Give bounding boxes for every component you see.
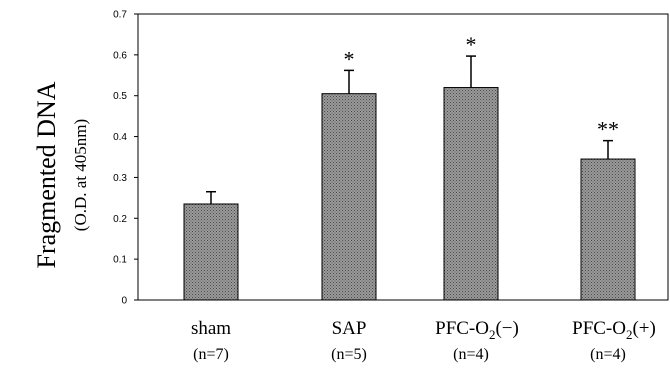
plot-area bbox=[137, 13, 669, 301]
y-tick-label: 0.5 bbox=[113, 91, 127, 102]
y-tick-label: 0.7 bbox=[113, 10, 127, 21]
y-tick-label: 0 bbox=[121, 296, 127, 307]
sample-size-label: (n=4) bbox=[453, 346, 489, 363]
y-tick-label: 0.1 bbox=[113, 255, 127, 266]
y-axis-ticks: 0 0.1 0.2 0.3 0.4 0.5 0.6 0.7 bbox=[113, 10, 138, 307]
y-axis-title: Fragmented DNA (O.D. at 405nm) bbox=[32, 81, 90, 268]
x-category-label: PFC-O2(−) bbox=[435, 318, 519, 342]
y-axis-sublabel: (O.D. at 405nm) bbox=[71, 119, 90, 231]
x-category-label: SAP bbox=[332, 318, 367, 339]
x-axis-labels: sham (n=7) SAP (n=5) PFC-O2(−) (n=4) PFC-O2(+)… bbox=[191, 318, 656, 363]
significance-marker: ** bbox=[597, 117, 619, 142]
y-tick-label: 0.6 bbox=[113, 50, 127, 61]
significance-marker: * bbox=[344, 46, 355, 71]
bar bbox=[183, 203, 239, 301]
significance-marker: * bbox=[466, 32, 477, 57]
y-tick-label: 0.2 bbox=[113, 214, 127, 225]
sample-size-label: (n=7) bbox=[193, 346, 229, 363]
bar bbox=[321, 93, 377, 301]
y-axis-label: Fragmented DNA bbox=[32, 81, 61, 268]
bar bbox=[443, 87, 499, 301]
y-tick-label: 0.4 bbox=[113, 132, 127, 143]
x-category-label: sham bbox=[191, 318, 231, 339]
bars: **** bbox=[183, 32, 636, 301]
y-tick-label: 0.3 bbox=[113, 173, 127, 184]
x-category-label: PFC-O2(+) bbox=[572, 318, 656, 342]
sample-size-label: (n=5) bbox=[331, 346, 367, 363]
sample-size-label: (n=4) bbox=[590, 346, 626, 363]
plot-frame bbox=[137, 13, 669, 301]
bar bbox=[580, 158, 636, 301]
